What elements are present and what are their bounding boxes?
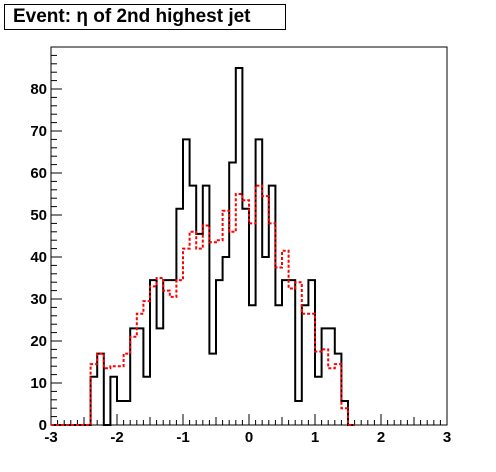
y-tick-label: 70 <box>30 123 47 140</box>
y-tick-label: 10 <box>30 375 47 392</box>
y-tick-label: 60 <box>30 165 47 182</box>
x-tick-label: 1 <box>311 429 319 446</box>
y-tick-label: 80 <box>30 81 47 98</box>
x-tick-label: -1 <box>176 429 189 446</box>
histogram-series <box>51 67 355 426</box>
y-tick-label: 40 <box>30 249 47 266</box>
y-tick-label: 30 <box>30 291 47 308</box>
x-tick-label: 2 <box>377 429 385 446</box>
x-tick-label: -2 <box>110 429 123 446</box>
y-tick-label: 50 <box>30 207 47 224</box>
x-tick-label: -3 <box>44 429 57 446</box>
chart-title: Event: η of 2nd highest jet <box>4 4 286 30</box>
x-tick-label: 0 <box>245 429 253 446</box>
y-tick-label: 0 <box>39 417 47 434</box>
x-tick-label: 3 <box>443 429 451 446</box>
red-dashed-histogram <box>51 184 355 426</box>
y-tick-label: 20 <box>30 333 47 350</box>
